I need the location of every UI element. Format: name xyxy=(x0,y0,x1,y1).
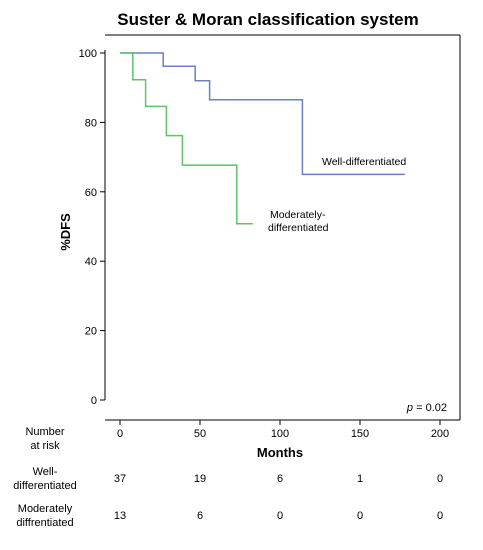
risk-value: 6 xyxy=(197,510,203,522)
y-ticks: 0 20 40 60 80 100 xyxy=(79,48,105,407)
risk-value: 19 xyxy=(194,473,206,485)
risk-value: 0 xyxy=(437,473,443,485)
risk-value: 13 xyxy=(114,510,126,522)
y-tick-label: 60 xyxy=(85,187,97,199)
y-tick-label: 80 xyxy=(85,117,97,129)
km-curve-moderately-differentiated xyxy=(120,52,253,225)
y-axis-title: %DFS xyxy=(58,213,73,251)
risk-row-label-well-line1: Well- xyxy=(33,466,58,478)
x-tick-label: 200 xyxy=(431,428,449,440)
x-tick-label: 50 xyxy=(194,428,206,440)
x-ticks: 0 50 100 150 200 xyxy=(117,420,449,440)
x-axis-title: Months xyxy=(257,445,303,460)
risk-row-label-moderate-line2: diffrentiated xyxy=(16,517,73,529)
risk-value: 0 xyxy=(277,510,283,522)
chart-title: Suster & Moran classification system xyxy=(117,10,418,29)
x-tick-label: 0 xyxy=(117,428,123,440)
risk-row-label-well-line2: differentiated xyxy=(13,480,76,492)
km-curve-well-differentiated xyxy=(120,52,405,176)
risk-value: 6 xyxy=(277,473,283,485)
moderately-differentiated-label-line1: Moderately- xyxy=(270,209,326,221)
risk-table-values: 37 19 6 1 0 13 6 0 0 0 xyxy=(114,473,443,522)
risk-header-line1: Number xyxy=(25,426,64,438)
survival-curves xyxy=(120,52,405,225)
risk-value: 1 xyxy=(357,473,363,485)
risk-value: 37 xyxy=(114,473,126,485)
moderately-differentiated-label-line2: differentiated xyxy=(268,222,329,234)
y-tick-label: 100 xyxy=(79,48,97,60)
x-tick-label: 150 xyxy=(351,428,369,440)
y-tick-label: 20 xyxy=(85,326,97,338)
x-tick-label: 100 xyxy=(271,428,289,440)
y-tick-label: 0 xyxy=(91,395,97,407)
p-value-text: = 0.02 xyxy=(413,402,447,414)
p-value: p = 0.02 xyxy=(406,402,447,414)
well-differentiated-label: Well-differentiated xyxy=(322,156,406,168)
y-tick-label: 40 xyxy=(85,256,97,268)
risk-value: 0 xyxy=(437,510,443,522)
risk-row-label-moderate-line1: Moderately xyxy=(18,503,73,515)
p-symbol: p xyxy=(406,402,413,414)
risk-header-line2: at risk xyxy=(30,440,60,452)
risk-value: 0 xyxy=(357,510,363,522)
